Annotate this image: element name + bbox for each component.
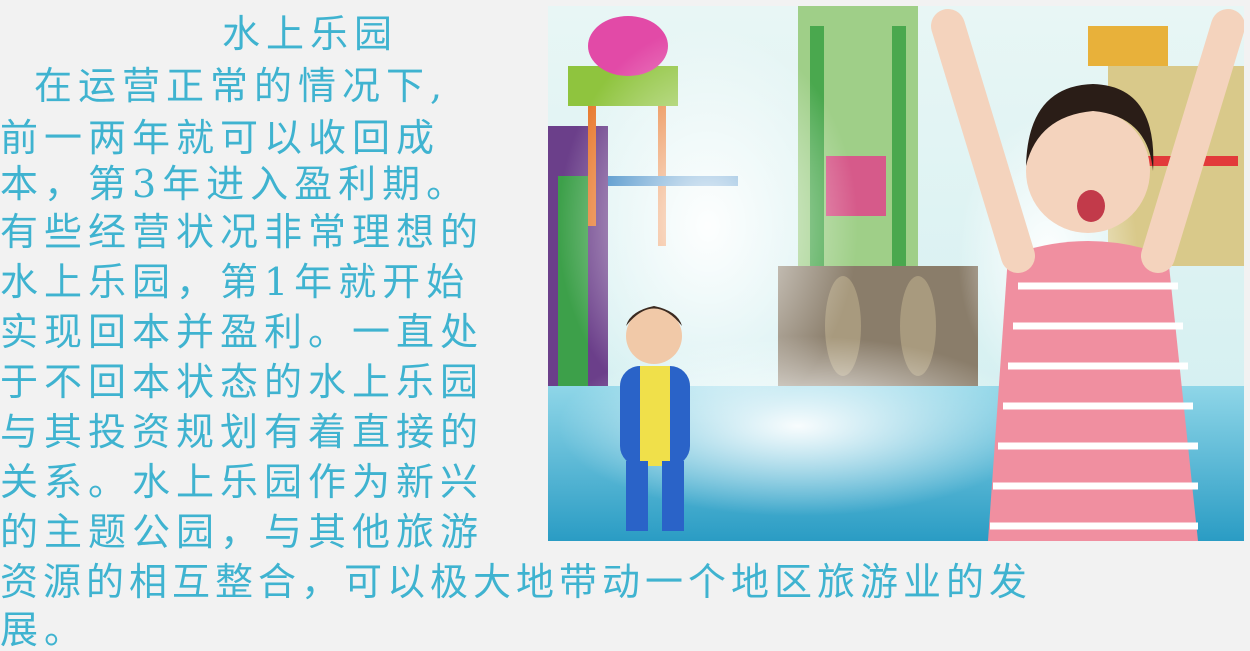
- water-park-illustration: [548, 6, 1244, 541]
- paragraph-line: 在运营正常的情况下,: [34, 64, 449, 108]
- paragraph-line: 实现回本并盈利。一直处: [0, 310, 485, 354]
- paragraph-line: 于不回本状态的水上乐园: [0, 360, 485, 404]
- paragraph-line: 展。: [0, 608, 89, 651]
- paragraph-line: 资源的相互整合，可以极大地带动一个地区旅游业的发: [0, 560, 1033, 604]
- paragraph-line: 关系。水上乐园作为新兴: [0, 460, 485, 504]
- paragraph-line: 有些经营状况非常理想的: [0, 210, 485, 254]
- water-park-photo: [548, 6, 1244, 541]
- paragraph-line: 前一两年就可以收回成: [0, 116, 441, 160]
- slide-title: 水上乐园: [222, 12, 399, 56]
- paragraph-line: 的主题公园，与其他旅游: [0, 510, 485, 554]
- paragraph-line: 水上乐园，第1年就开始: [0, 260, 471, 304]
- paragraph-line: 本，第3年进入盈利期。: [0, 162, 471, 206]
- paragraph-line: 与其投资规划有着直接的: [0, 410, 485, 454]
